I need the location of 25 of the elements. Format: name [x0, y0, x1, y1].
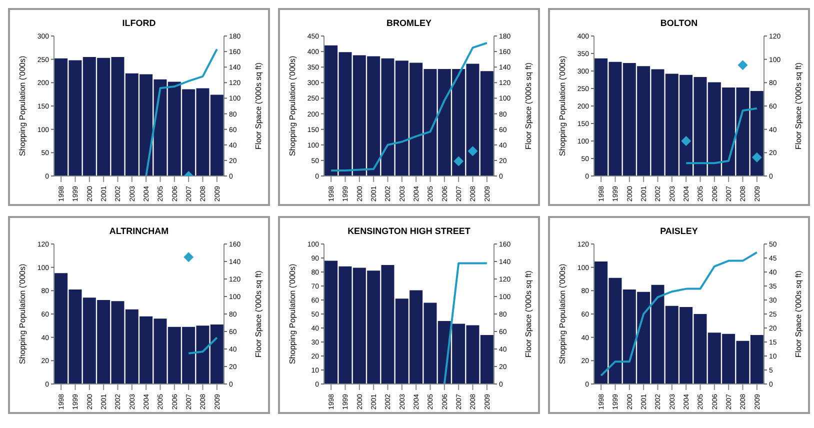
y2-axis-title: Floor Space ('000s sq ft): [524, 270, 533, 358]
point: [681, 136, 692, 146]
y-axis-title: Shopping Population ('000s): [288, 264, 297, 364]
chart-title: BOLTON: [659, 18, 699, 30]
point: [752, 152, 762, 162]
y2-axis-title: Floor Space ('000s sq ft): [254, 270, 263, 358]
line-series: [685, 107, 758, 164]
y2-axis-title: Floor Space ('000s sq ft): [794, 270, 803, 358]
y-axis-title: Shopping Population ('000s): [558, 264, 567, 364]
chart-title: ILFORD: [121, 18, 157, 30]
line-series: [600, 251, 758, 377]
y-axis-title: Shopping Population ('000s): [18, 264, 27, 364]
chart-title: ALTRINCHAM: [108, 226, 170, 238]
y2-axis-title: Floor Space ('000s sq ft): [254, 62, 263, 150]
y2-axis-title: Floor Space ('000s sq ft): [524, 62, 533, 150]
chart-title: KENSINGTON HIGH STREET: [346, 226, 472, 238]
chart-title: PAISLEY: [659, 226, 699, 238]
point: [738, 60, 748, 70]
y2-axis-title: Floor Space ('000s sq ft): [794, 62, 803, 150]
y-axis-title: Shopping Population ('000s): [558, 56, 567, 156]
y-axis-title: Shopping Population ('000s): [18, 56, 27, 156]
line-series: [330, 42, 488, 172]
y-axis-title: Shopping Population ('000s): [288, 56, 297, 156]
line-series: [145, 48, 218, 176]
chart-title: BROMLEY: [386, 18, 432, 30]
